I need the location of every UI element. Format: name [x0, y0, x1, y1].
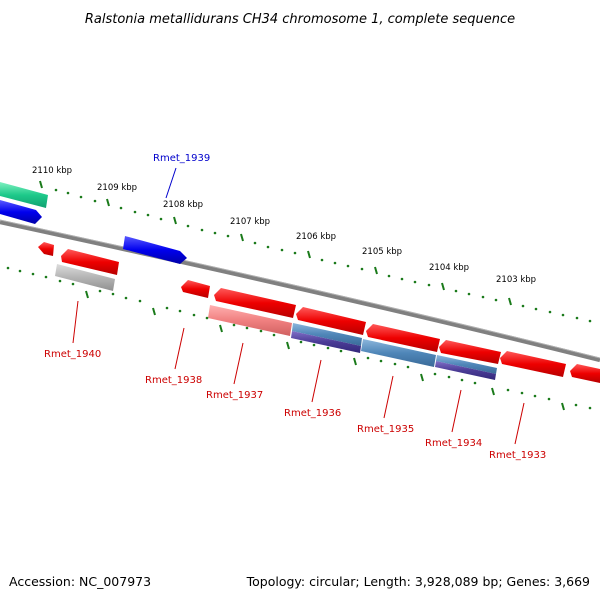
- inner-ruler: [6, 266, 592, 411]
- ruler-label: 2107 kbp: [230, 217, 270, 227]
- ruler-label: 2106 kbp: [296, 232, 336, 242]
- gene-rmet-1936[interactable]: [296, 307, 366, 335]
- gene-label-rmet-1934[interactable]: Rmet_1934: [425, 438, 482, 449]
- gene-rmet-1937[interactable]: [214, 288, 296, 318]
- reverse-genes: [38, 242, 600, 383]
- ruler-label: 2104 kbp: [429, 263, 469, 273]
- gene-label-rmet-1938[interactable]: Rmet_1938: [145, 375, 202, 386]
- feature-gray: [55, 264, 115, 291]
- gene-rmet-1938[interactable]: [181, 280, 210, 298]
- gene-rmet-1933[interactable]: [500, 351, 566, 377]
- ruler-labels: 2110 kbp 2109 kbp 2108 kbp 2107 kbp 2106…: [32, 166, 536, 285]
- gene-labels: Rmet_1939 Rmet_1940 Rmet_1938 Rmet_1937 …: [44, 153, 546, 461]
- gene-label-rmet-1939[interactable]: Rmet_1939: [153, 153, 210, 164]
- ruler-label: 2105 kbp: [362, 247, 402, 257]
- gene-partial-right: [570, 364, 600, 383]
- ruler-label: 2109 kbp: [97, 183, 137, 193]
- ruler-label: 2110 kbp: [32, 166, 72, 176]
- feature-steel: [292, 323, 362, 346]
- gene-label-rmet-1936[interactable]: Rmet_1936: [284, 408, 341, 419]
- gene-rmet-1934[interactable]: [439, 340, 501, 364]
- forward-gene: [0, 200, 42, 224]
- feature-teal: [0, 182, 48, 208]
- gene-label-rmet-1940[interactable]: Rmet_1940: [44, 349, 101, 360]
- label-leaders: [72, 167, 525, 445]
- feature-track-top: [0, 182, 48, 224]
- gene-rmet-1940[interactable]: [61, 249, 119, 275]
- accession-text: Accession: NC_007973: [9, 574, 152, 589]
- feature-track-lower: [55, 264, 497, 380]
- feature-purple: [291, 331, 361, 353]
- gene-rmet-1939[interactable]: [123, 236, 187, 264]
- feature-steel: [361, 339, 436, 367]
- chromosome-backbone: [0, 219, 600, 363]
- topology-text: Topology: circular; Length: 3,928,089 bp…: [246, 574, 590, 589]
- feature-steel: [436, 355, 497, 374]
- feature-purple: [435, 361, 496, 380]
- ruler-label: 2103 kbp: [496, 275, 536, 285]
- gene-rmet-1940-small[interactable]: [38, 242, 54, 256]
- gene-label-rmet-1937[interactable]: Rmet_1937: [206, 390, 263, 401]
- map-title: Ralstonia metallidurans CH34 chromosome …: [85, 12, 515, 27]
- gene-label-rmet-1935[interactable]: Rmet_1935: [357, 424, 414, 435]
- gene-rmet-1935[interactable]: [366, 324, 440, 352]
- outer-ruler: [39, 180, 592, 323]
- ruler-label: 2108 kbp: [163, 200, 203, 210]
- backbone-highlight: [0, 219, 600, 359]
- gene-label-rmet-1933[interactable]: Rmet_1933: [489, 450, 546, 461]
- feature-pink: [208, 305, 292, 336]
